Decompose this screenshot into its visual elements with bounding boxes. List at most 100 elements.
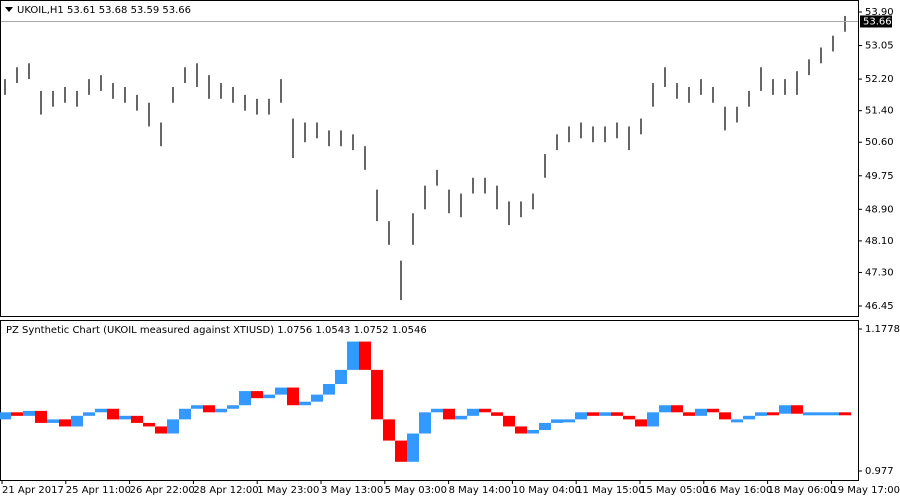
candle-body xyxy=(83,412,95,416)
y-tick-label: 51.40 xyxy=(865,106,894,117)
x-tick-label: 25 Apr 11:00 xyxy=(66,485,131,496)
x-tick-label: 3 May 13:00 xyxy=(321,485,383,496)
candle-body xyxy=(695,408,707,416)
candle-body xyxy=(431,408,443,413)
candle-body xyxy=(407,433,419,462)
x-tick-label: 19 May 17:00 xyxy=(831,485,900,496)
candle-body xyxy=(671,405,683,413)
x-tick-label: 15 May 05:00 xyxy=(640,485,709,496)
y-tick-label: 47.30 xyxy=(865,267,894,278)
candle-body xyxy=(599,412,611,416)
candle-body xyxy=(107,408,119,420)
candle-body xyxy=(587,412,599,416)
candle-body xyxy=(275,387,287,395)
candle-body xyxy=(227,405,239,409)
y-tick-label: 48.90 xyxy=(865,204,894,215)
candle-body xyxy=(635,419,647,427)
candle-body xyxy=(59,419,71,427)
candle-body xyxy=(803,412,815,416)
candle-body xyxy=(791,405,803,414)
price-panel xyxy=(0,0,859,317)
y-tick-label: 53.05 xyxy=(865,41,894,52)
candle-body xyxy=(347,341,359,370)
price-title: UKOIL,H1 53.61 53.68 53.59 53.66 xyxy=(17,5,191,16)
candle-body xyxy=(659,405,671,413)
candle-body xyxy=(203,405,215,413)
x-tick-label: 8 May 14:00 xyxy=(449,485,511,496)
candle-body xyxy=(47,419,59,423)
candle-body xyxy=(647,412,659,427)
candle-body xyxy=(215,408,227,413)
candle-body xyxy=(527,429,539,434)
candle-body xyxy=(443,408,455,420)
y-tick-label: 53.90 xyxy=(865,7,894,18)
y-tick-label: 52.20 xyxy=(865,74,894,85)
candle-body xyxy=(623,415,635,420)
candle-body xyxy=(551,419,563,423)
candle-body xyxy=(503,415,515,427)
candle-body xyxy=(119,415,131,420)
candle-body xyxy=(287,387,299,406)
collapse-icon[interactable] xyxy=(5,7,13,12)
candle-body xyxy=(563,419,575,423)
candle-body xyxy=(71,415,83,427)
candle-body xyxy=(707,408,719,413)
candle-body xyxy=(35,410,47,423)
candle-body xyxy=(179,408,191,420)
candle-body xyxy=(719,412,731,420)
candle-body xyxy=(131,415,143,423)
candle-body xyxy=(575,412,587,420)
candle-body xyxy=(467,408,479,416)
candle-body xyxy=(323,384,335,395)
candle-body xyxy=(743,415,755,420)
candle-body xyxy=(191,405,203,409)
x-tick-label: 26 Apr 22:00 xyxy=(130,485,195,496)
candle-body xyxy=(155,426,167,434)
y-tick-label: 49.75 xyxy=(865,171,894,182)
candle-body xyxy=(143,422,155,427)
x-tick-label: 11 May 15:00 xyxy=(576,485,645,496)
candle-body xyxy=(95,408,107,413)
y-tick-label: 48.10 xyxy=(865,236,894,247)
candle-body xyxy=(395,440,407,462)
candle-body xyxy=(515,426,527,434)
candle-body xyxy=(491,412,503,416)
candle-body xyxy=(455,415,467,420)
candle-body xyxy=(611,412,623,416)
indicator-panel xyxy=(0,320,859,481)
candle-body xyxy=(251,391,263,399)
last-price-label: 53.66 xyxy=(863,16,892,27)
candle-body xyxy=(299,401,311,406)
candle-body xyxy=(371,369,383,420)
candle-body xyxy=(359,341,371,370)
y-tick-label: 0.977 xyxy=(865,466,894,477)
candle-body xyxy=(779,405,791,414)
x-tick-label: 28 Apr 12:00 xyxy=(193,485,258,496)
candle-body xyxy=(815,412,827,416)
x-tick-label: 5 May 03:00 xyxy=(385,485,447,496)
candle-body xyxy=(23,410,35,416)
candle-body xyxy=(479,408,491,413)
x-tick-label: 10 May 04:00 xyxy=(512,485,581,496)
indicator-title: PZ Synthetic Chart (UKOIL measured again… xyxy=(6,325,427,336)
candle-body xyxy=(755,412,767,416)
candle-body xyxy=(311,394,323,402)
x-tick-label: 16 May 16:00 xyxy=(704,485,773,496)
candle-body xyxy=(683,412,695,416)
candle-body xyxy=(167,419,179,434)
candle-body xyxy=(11,412,23,416)
x-tick-label: 1 May 23:00 xyxy=(257,485,319,496)
y-tick-label: 50.60 xyxy=(865,137,894,148)
last-price-box xyxy=(860,15,892,28)
candle-body xyxy=(335,369,347,385)
x-tick-label: 21 Apr 2017 xyxy=(2,485,64,496)
candle-body xyxy=(839,412,851,416)
candle-body xyxy=(419,412,431,434)
candle-body xyxy=(383,419,395,441)
candle-body xyxy=(731,419,743,423)
candle-body xyxy=(239,391,251,406)
candle-body xyxy=(0,412,11,420)
candle-body xyxy=(767,412,779,416)
candle-body xyxy=(539,422,551,430)
